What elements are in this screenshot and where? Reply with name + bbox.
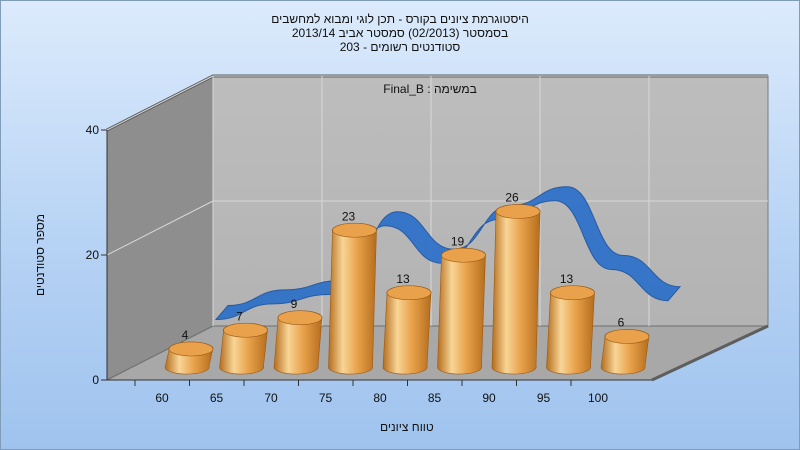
y-tick-label: 20: [86, 248, 100, 262]
x-tick-label: 80: [373, 391, 387, 405]
chart-title-line-2: בסמסטר (02/2013) סמסטר אביב 2013/14: [291, 26, 509, 40]
bar-top: [223, 322, 268, 338]
bar-top: [332, 222, 377, 238]
chart-title: היסטוגרמת ציונים בקורס - תכן לוגי ומבוא …: [0, 12, 800, 54]
data-label: 6: [618, 316, 625, 330]
bar-top: [550, 285, 595, 301]
x-tick-label: 75: [319, 391, 333, 405]
y-axis-title: מספר סטודנטים: [33, 213, 47, 297]
bar-group: 9: [273, 297, 323, 375]
gridline-side: [106, 75, 214, 131]
x-tick-label: 65: [210, 391, 224, 405]
gridline-side: [106, 200, 214, 256]
x-tick-label: 70: [264, 391, 278, 405]
bar-group: 7: [219, 309, 268, 375]
x-tick-label: 100: [588, 391, 608, 405]
bar-group: 6: [600, 316, 650, 375]
frame-edge-right: [651, 324, 769, 382]
chart-title-line-3: סטודנטים רשומים - 203: [339, 40, 461, 54]
bar: [491, 204, 541, 375]
bar-top: [495, 204, 541, 219]
bar-top: [441, 247, 486, 263]
x-tick-label: 95: [537, 391, 551, 405]
bar-group: 23: [328, 209, 377, 375]
data-label: 7: [236, 309, 243, 323]
bar-group: 4: [164, 328, 214, 375]
bar-top: [168, 341, 214, 357]
bar-group: 13: [382, 272, 432, 375]
bar-top: [604, 329, 650, 344]
bar-group: 13: [546, 272, 595, 375]
data-label: 13: [396, 272, 410, 286]
data-label: 23: [342, 209, 356, 223]
x-axis-title: טווח ציונים: [380, 420, 434, 434]
data-label: 19: [451, 234, 465, 248]
x-tick-label: 85: [428, 391, 442, 405]
x-tick-label: 90: [482, 391, 496, 405]
y-tick-label: 40: [86, 123, 100, 137]
chart-annotation: Final_B : במשימה: [383, 82, 477, 96]
bar-top: [277, 310, 323, 326]
x-tick-label: 60: [155, 391, 169, 405]
bar-group: 26: [491, 191, 541, 375]
bar-top: [386, 285, 432, 301]
chart-title-line-1: היסטוגרמת ציונים בקורס - תכן לוגי ומבוא …: [271, 12, 529, 26]
bar: [437, 247, 486, 375]
data-label: 9: [291, 297, 298, 311]
y-tick-label: 0: [92, 373, 99, 387]
bar: [328, 222, 377, 375]
data-label: 26: [505, 191, 519, 205]
bar-group: 19: [437, 234, 486, 375]
data-label: 13: [560, 272, 574, 286]
data-label: 4: [182, 328, 189, 342]
